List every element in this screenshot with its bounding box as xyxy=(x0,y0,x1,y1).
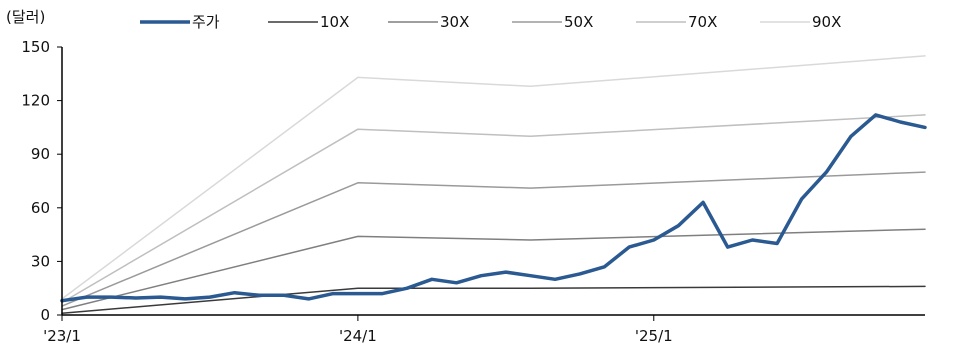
y-tick-label: 120 xyxy=(21,92,50,110)
plot-area: 0 30 60 90 120 150 '23/1 '24/1 '25/1 xyxy=(21,38,927,345)
x-tick-label: '23/1 xyxy=(43,327,81,345)
x-ticks: '23/1 '24/1 '25/1 xyxy=(43,315,673,345)
legend-label-50x: 50X xyxy=(564,13,593,31)
y-tick-label: 150 xyxy=(21,38,50,56)
legend-label-price: 주가 xyxy=(192,13,220,31)
legend-label-10x: 10X xyxy=(320,13,349,31)
legend-label-90x: 90X xyxy=(812,13,841,31)
series-line-90x xyxy=(61,55,926,300)
y-tick-label: 0 xyxy=(40,306,50,324)
y-tick-label: 60 xyxy=(31,199,50,217)
y-ticks: 0 30 60 90 120 150 xyxy=(21,38,62,324)
series-line-10x xyxy=(61,285,926,314)
series-line-50x xyxy=(61,171,926,307)
y-tick-label: 90 xyxy=(31,145,50,163)
x-tick-label: '24/1 xyxy=(339,327,377,345)
series-line-70x xyxy=(61,114,926,304)
legend-label-70x: 70X xyxy=(688,13,717,31)
legend: 주가 10X 30X 50X 70X 90X xyxy=(140,13,841,31)
legend-label-30x: 30X xyxy=(440,13,469,31)
series-line-price xyxy=(60,113,927,303)
series-line-30x xyxy=(61,228,926,311)
y-tick-label: 30 xyxy=(31,252,50,270)
x-tick-label: '25/1 xyxy=(635,327,673,345)
unit-label: (달러) xyxy=(6,8,45,26)
series-layer xyxy=(60,55,927,314)
